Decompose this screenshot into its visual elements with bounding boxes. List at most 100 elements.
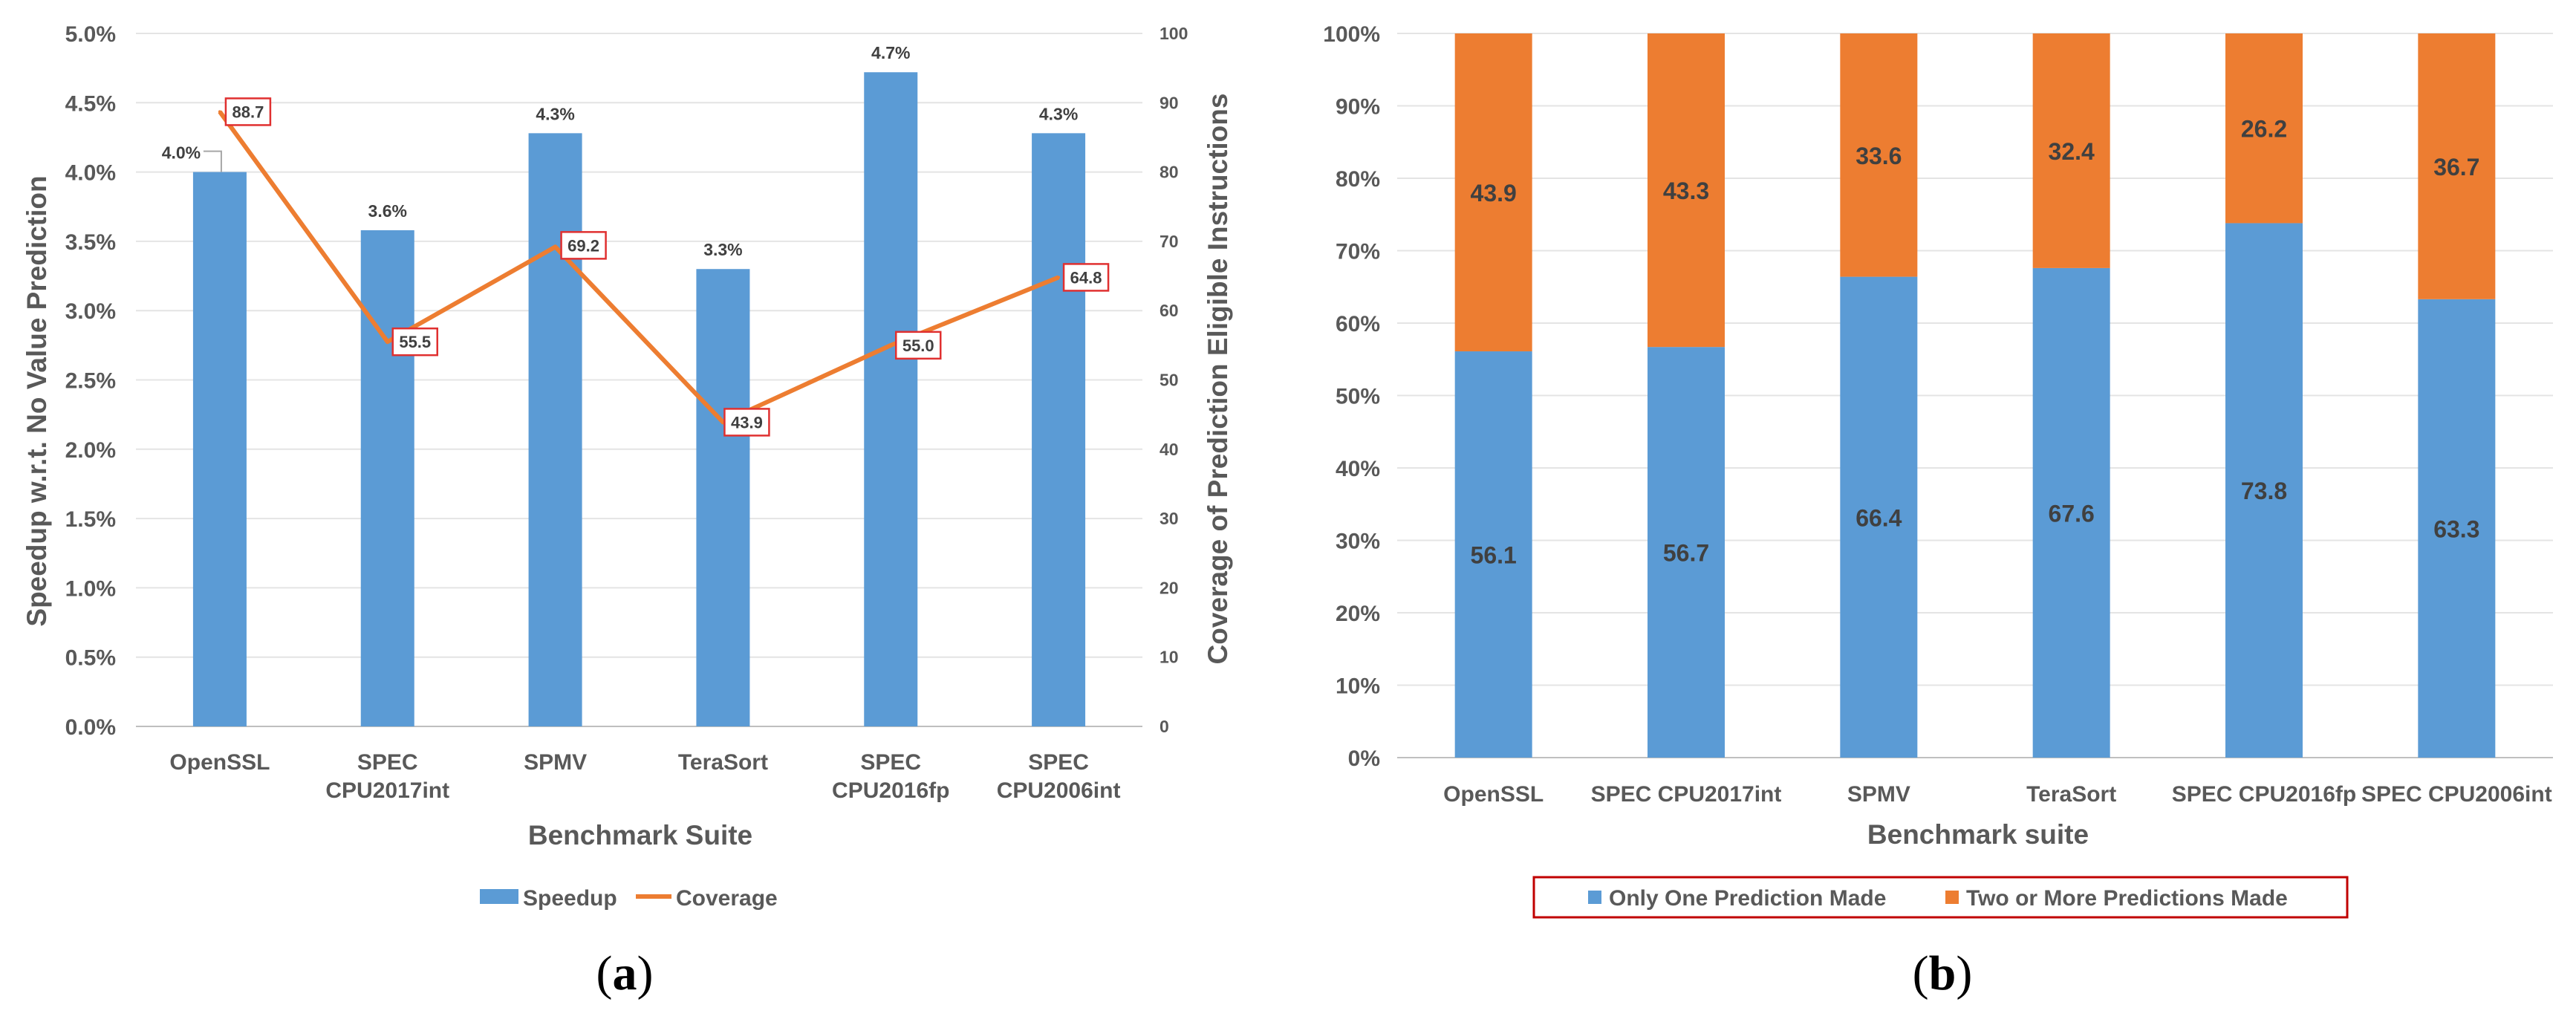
y-tick-label: 1.0% bbox=[65, 576, 116, 601]
y2-tick-label: 20 bbox=[1159, 578, 1179, 597]
segment-data-label: 43.9 bbox=[1471, 180, 1517, 206]
chart-a-x-axis-title: Benchmark Suite bbox=[528, 820, 752, 850]
x-tick-label: SPEC bbox=[1028, 750, 1089, 775]
bar-two-or-more-predictions bbox=[2418, 33, 2496, 299]
chart-a-y-axis-title: Speedup w.r.t. No Value Prediction bbox=[22, 175, 52, 626]
bar-only-one-prediction bbox=[1840, 276, 1918, 758]
segment-data-label: 43.3 bbox=[1663, 178, 1709, 204]
bar-data-label: 4.7% bbox=[871, 43, 910, 62]
legend-only-one-label: Only One Prediction Made bbox=[1609, 886, 1886, 911]
chart-b-legend: Only One Prediction Made Two or More Pre… bbox=[1532, 876, 2349, 919]
segment-data-label: 56.1 bbox=[1471, 542, 1517, 569]
bar-data-label: 3.3% bbox=[703, 240, 742, 259]
chart-a-line-labels: 88.7 55.5 69.2 43.9 55.0 64.8 bbox=[224, 97, 1110, 437]
y-tick-label: 1.5% bbox=[65, 507, 116, 532]
x-tick-label: TeraSort bbox=[678, 750, 768, 775]
legend-coverage-label: Coverage bbox=[676, 886, 778, 911]
coverage-point bbox=[386, 340, 389, 344]
chart-b-x-ticks: OpenSSL SPEC CPU2017int SPMV TeraSort SPEC C… bbox=[1443, 782, 2552, 807]
x-tick-label: TeraSort bbox=[2026, 782, 2116, 807]
chart-b-x-axis-title: Benchmark suite bbox=[1867, 819, 2089, 850]
x-tick-label: SPEC bbox=[357, 750, 418, 775]
coverage-data-label: 43.9 bbox=[731, 413, 763, 432]
chart-a-y-ticks: 0.0% 0.5% 1.0% 1.5% 2.0% 2.5% 3.0% 3.5% 4.0% 4.5%… bbox=[65, 22, 116, 740]
panel-label-a: (a) bbox=[596, 946, 654, 1000]
y2-tick-label: 70 bbox=[1159, 232, 1179, 251]
y2-tick-label: 40 bbox=[1159, 440, 1179, 459]
legend-speedup-swatch bbox=[480, 889, 518, 904]
coverage-data-label: 88.7 bbox=[232, 102, 264, 121]
chart-a-y2-axis-title: Coverage of Prediction Eligible Instruct… bbox=[1203, 94, 1233, 665]
bar-two-or-more-predictions bbox=[1454, 33, 1532, 352]
coverage-data-label: 64.8 bbox=[1070, 268, 1102, 287]
bar-speedup bbox=[696, 269, 750, 727]
y-tick-label: 4.5% bbox=[65, 91, 116, 116]
y-tick-label: 3.0% bbox=[65, 299, 116, 324]
x-tick-label: SPEC CPU2016fp bbox=[2172, 782, 2356, 807]
coverage-point bbox=[1057, 276, 1061, 279]
y2-tick-label: 90 bbox=[1159, 93, 1179, 112]
y-tick-label: 10% bbox=[1336, 674, 1380, 699]
coverage-label-box bbox=[895, 331, 942, 360]
y-tick-label: 80% bbox=[1336, 167, 1380, 192]
coverage-label-box bbox=[560, 231, 607, 260]
segment-data-label: 33.6 bbox=[1855, 143, 1902, 169]
chart-b-bars bbox=[1454, 33, 2496, 758]
y-tick-label: 60% bbox=[1336, 312, 1380, 336]
legend-only-one-swatch bbox=[1588, 891, 1601, 904]
y-tick-label: 40% bbox=[1336, 457, 1380, 481]
bar-only-one-prediction bbox=[1454, 351, 1532, 758]
coverage-point bbox=[889, 343, 893, 347]
y2-tick-label: 30 bbox=[1159, 509, 1179, 528]
y-tick-label: 0% bbox=[1348, 746, 1380, 771]
chart-a-x-ticks: OpenSSL SPEC CPU2017int SPMV TeraSort SPEC CPU… bbox=[169, 750, 1120, 803]
x-tick-label: OpenSSL bbox=[169, 750, 270, 775]
chart-a-y2-ticks: 0 10 20 30 40 50 60 70 80 90 100 bbox=[1159, 24, 1188, 736]
segment-data-label: 36.7 bbox=[2433, 154, 2479, 180]
label-leader-line bbox=[203, 150, 222, 172]
x-tick-label: SPEC CPU2006int bbox=[2361, 782, 2552, 807]
x-tick-label: OpenSSL bbox=[1443, 782, 1544, 807]
segment-data-label: 56.7 bbox=[1663, 540, 1709, 567]
chart-a-bars bbox=[192, 72, 1086, 727]
panel-label-b: (b) bbox=[1913, 946, 1973, 1000]
coverage-point bbox=[553, 245, 557, 249]
bar-speedup bbox=[360, 230, 414, 726]
bar-speedup bbox=[1032, 133, 1086, 727]
bar-two-or-more-predictions bbox=[2225, 33, 2303, 224]
x-tick-label: CPU2017int bbox=[325, 778, 449, 803]
legend-two-or-more-label: Two or More Predictions Made bbox=[1966, 886, 2288, 911]
legend-box bbox=[1532, 876, 2349, 919]
coverage-data-label: 55.5 bbox=[399, 333, 431, 351]
y-tick-label: 50% bbox=[1336, 385, 1380, 409]
bar-data-label: 4.3% bbox=[536, 104, 574, 123]
legend-speedup-label: Speedup bbox=[523, 886, 617, 911]
x-tick-label: SPEC bbox=[860, 750, 921, 775]
coverage-label-box bbox=[1062, 263, 1110, 292]
bar-two-or-more-predictions bbox=[1648, 33, 1725, 348]
bar-two-or-more-predictions bbox=[1840, 33, 1918, 277]
chart-b: 0% 10% 20% 30% 40% 50% 60% 70% 80% 90% 100% OpenSS… bbox=[1323, 22, 2553, 1000]
x-tick-label: SPMV bbox=[524, 750, 587, 775]
y-tick-label: 30% bbox=[1336, 530, 1380, 554]
bar-only-one-prediction bbox=[2225, 223, 2303, 758]
x-tick-label: CPU2006int bbox=[997, 778, 1121, 803]
y2-tick-label: 50 bbox=[1159, 371, 1179, 390]
y2-tick-label: 60 bbox=[1159, 301, 1179, 320]
bar-two-or-more-predictions bbox=[2032, 33, 2110, 268]
y-tick-label: 3.5% bbox=[65, 230, 116, 255]
chart-a-bar-labels: 4.0% 3.6% 4.3% 3.3% 4.7% 4.3% bbox=[162, 43, 1079, 259]
bar-data-label: 4.3% bbox=[1039, 104, 1078, 123]
bar-speedup bbox=[528, 133, 582, 727]
segment-data-label: 32.4 bbox=[2049, 138, 2095, 165]
segment-data-label: 66.4 bbox=[1855, 504, 1902, 531]
segment-data-label: 26.2 bbox=[2241, 116, 2287, 143]
bar-only-one-prediction bbox=[2418, 299, 2496, 758]
y2-tick-label: 10 bbox=[1159, 648, 1179, 667]
y-tick-label: 2.5% bbox=[65, 369, 116, 394]
coverage-data-label: 69.2 bbox=[567, 236, 599, 255]
segment-data-label: 63.3 bbox=[2433, 515, 2479, 542]
y-tick-label: 100% bbox=[1323, 22, 1380, 47]
bar-data-label: 3.6% bbox=[368, 201, 407, 221]
y2-tick-label: 100 bbox=[1159, 24, 1188, 43]
